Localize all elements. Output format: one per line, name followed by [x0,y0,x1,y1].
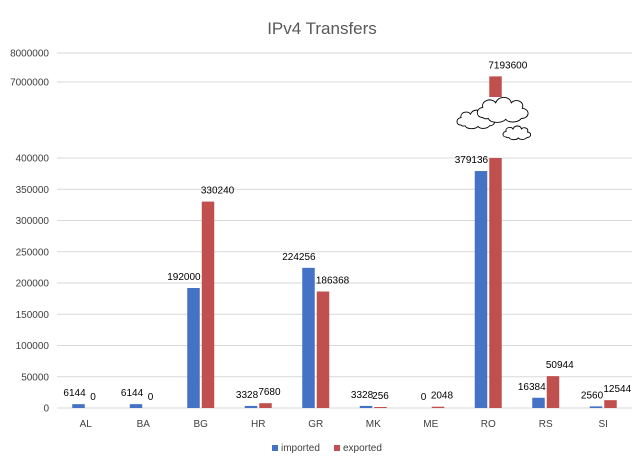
bar-imported-gr [302,267,315,408]
data-label-imported: 0 [421,392,427,403]
data-label-imported: 3328 [236,390,259,401]
x-tick-label: ME [423,419,438,430]
data-label-imported: 6144 [63,388,86,399]
y-tick-label: 8000000 [10,49,49,60]
break-cloud-right [476,96,529,123]
data-label-exported: 0 [148,392,154,403]
data-label-exported: 50944 [546,360,574,371]
x-axis-ticks: AL BA BG HR GR MK ME RO RS SI [80,419,608,430]
bar-exported-hr [259,403,272,408]
data-label-exported: 7680 [258,387,281,398]
bar-exported-si [604,400,617,408]
x-tick-label: BG [194,419,209,430]
bar-exported-mk [374,407,387,408]
x-tick-label: RO [481,419,496,430]
data-label-imported: 224256 [282,252,316,263]
x-tick-label: BA [137,419,151,430]
y-tick-label: 100000 [16,341,50,352]
data-label-imported: 379136 [455,155,489,166]
bar-exported-me [431,406,445,408]
y-tick-label: 300000 [16,216,50,227]
x-tick-label: MK [366,419,381,430]
data-label-exported: 256 [372,391,389,402]
gridlines [57,52,632,409]
legend-label-imported: imported [281,443,320,454]
data-label-imported: 6144 [121,388,144,399]
x-tick-label: GR [308,419,323,430]
data-label-exported: 2048 [431,391,454,402]
y-tick-label: 0 [43,404,49,415]
data-label-imported: 2560 [581,390,604,401]
x-tick-label: AL [80,419,93,430]
data-label-imported: 3328 [351,390,374,401]
break-cloud-right-shape [476,96,529,123]
bar-imported-mk [359,405,373,408]
y-tick-label: 350000 [16,185,50,196]
y-tick-label: 400000 [16,154,50,165]
x-tick-label: HR [251,419,265,430]
y-tick-label: 200000 [16,279,50,290]
data-label-exported: 186368 [316,276,350,287]
data-label-exported: 0 [90,392,96,403]
chart-title: IPv4 Transfers [267,19,377,38]
legend-label-exported: exported [343,443,382,454]
data-label-imported: 16384 [518,382,546,393]
y-tick-label: 7000000 [10,78,49,89]
y-tick-label: 150000 [16,310,50,321]
bars [72,76,617,408]
bar-imported-hr [244,405,258,408]
bar-imported-ba [129,404,143,408]
bar-exported-ro-upper [489,76,502,97]
legend-swatch-imported [272,445,278,451]
bar-imported-si [589,406,603,408]
bar-imported-al [72,404,85,408]
bar-imported-bg [187,288,200,408]
data-label-exported: 330240 [201,186,235,197]
axis-break-clouds [456,96,532,141]
data-label-exported: 7193600 [488,60,527,71]
bar-exported-ro-lower [489,158,502,408]
legend: imported exported [272,443,382,454]
break-cloud-small [502,125,532,141]
x-tick-label: RS [539,419,553,430]
bar-exported-bg [201,201,215,408]
data-label-imported: 192000 [167,272,201,283]
legend-swatch-exported [334,445,340,451]
data-label-exported: 12544 [603,384,631,395]
bar-imported-ro [474,171,488,408]
y-axis-ticks: 0 50000 100000 150000 200000 250000 300000 3500… [10,49,49,415]
break-cloud-small-shape [502,125,532,141]
y-tick-label: 50000 [21,372,49,383]
y-tick-label: 250000 [16,247,50,258]
bar-exported-rs [546,376,560,408]
bar-imported-rs [532,397,545,408]
x-tick-label: SI [599,419,608,430]
bar-exported-gr [316,291,330,408]
